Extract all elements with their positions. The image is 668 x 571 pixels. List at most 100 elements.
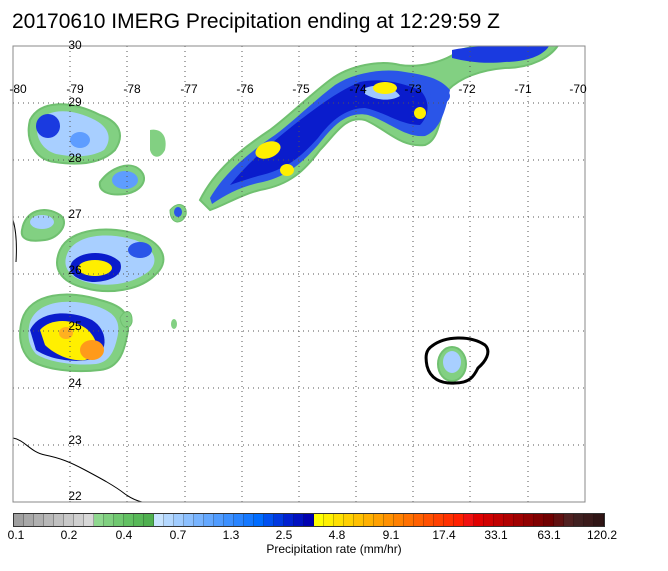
colorbar-segment [84,514,94,526]
colorbar-segment [214,514,224,526]
colorbar-segment [574,514,584,526]
coastline [13,219,143,502]
colorbar-segment [64,514,74,526]
colorbar-segment [44,514,54,526]
precipitation-field [19,46,559,382]
colorbar-segment [564,514,574,526]
colorbar-tick: 0.2 [60,528,78,542]
map-title: 20170610 IMERG Precipitation ending at 1… [12,10,500,33]
colorbar-segment [184,514,194,526]
colorbar-segment [494,514,504,526]
colorbar-tick: 1.3 [222,528,240,542]
colorbar-segment [114,514,124,526]
colorbar-segment [554,514,564,526]
lon-label: -70 [569,82,587,96]
map-frame [12,45,586,503]
colorbar-segment [534,514,544,526]
colorbar-segment [24,514,34,526]
lat-label: 30 [68,38,82,52]
lon-label: -73 [404,82,422,96]
colorbar-segment [224,514,234,526]
lon-label: -79 [66,82,84,96]
colorbar-segment [594,514,604,526]
colorbar-segment [384,514,394,526]
colorbar-tick: 0.7 [169,528,187,542]
colorbar-segment [374,514,384,526]
lat-label: 25 [68,319,82,333]
colorbar-segment [164,514,174,526]
lat-label: 24 [68,376,82,390]
colorbar-tick: 4.8 [328,528,346,542]
colorbar-segment [454,514,464,526]
colorbar-segment [34,514,44,526]
lon-label: -72 [458,82,476,96]
colorbar-segment [154,514,164,526]
colorbar-segment [524,514,534,526]
grid-lines [13,46,585,502]
lon-label: -75 [292,82,310,96]
colorbar-segment [344,514,354,526]
colorbar [13,513,605,527]
lon-label: -71 [514,82,532,96]
colorbar-segment [14,514,24,526]
lat-label: 26 [68,263,82,277]
colorbar-segment [284,514,294,526]
colorbar-segment [54,514,64,526]
colorbar-tick: 0.4 [115,528,133,542]
colorbar-segment [514,514,524,526]
colorbar-segment [334,514,344,526]
lon-label: -76 [236,82,254,96]
colorbar-segment [194,514,204,526]
lon-label: -78 [123,82,141,96]
colorbar-segment [444,514,454,526]
lat-label: 29 [68,95,82,109]
colorbar-segment [314,514,324,526]
colorbar-segment [544,514,554,526]
colorbar-tick: 33.1 [484,528,508,542]
colorbar-segment [94,514,104,526]
lon-label: -77 [180,82,198,96]
latitude-labels: 30 29 28 27 26 25 24 23 22 [68,38,82,503]
colorbar-segment [294,514,304,526]
colorbar-segment [424,514,434,526]
colorbar-segment [414,514,424,526]
colorbar-segment [474,514,484,526]
lat-label: 27 [68,207,82,221]
colorbar-segment [404,514,414,526]
lon-label: -74 [349,82,367,96]
lat-label: 22 [68,489,82,503]
colorbar-segment [204,514,214,526]
colorbar-segment [264,514,274,526]
colorbar-tick: 2.5 [275,528,293,542]
colorbar-segment [324,514,334,526]
colorbar-segment [504,514,514,526]
colorbar-segment [124,514,134,526]
colorbar-segment [274,514,284,526]
colorbar-segment [394,514,404,526]
longitude-labels: -80 -79 -78 -77 -76 -75 -74 -73 -72 -71 … [9,82,587,96]
colorbar-segment [134,514,144,526]
colorbar-tick: 17.4 [432,528,456,542]
colorbar-segment [234,514,244,526]
colorbar-segment [434,514,444,526]
colorbar-segment [484,514,494,526]
colorbar-segment [464,514,474,526]
lat-label: 23 [68,433,82,447]
colorbar-tick: 9.1 [382,528,400,542]
colorbar-segment [74,514,84,526]
lon-label: -80 [9,82,27,96]
colorbar-tick: 63.1 [537,528,561,542]
lat-label: 28 [68,151,82,165]
colorbar-tick: 0.1 [7,528,25,542]
colorbar-segment [244,514,254,526]
colorbar-segment [104,514,114,526]
storm-contour [424,336,490,385]
colorbar-segment [354,514,364,526]
colorbar-tick: 120.2 [586,528,618,542]
colorbar-segment [304,514,314,526]
colorbar-tick-labels: 0.1 0.2 0.4 0.7 1.3 2.5 4.8 9.1 17.4 33.… [0,528,668,544]
colorbar-segment [254,514,264,526]
colorbar-segment [584,514,594,526]
colorbar-title: Precipitation rate (mm/hr) [266,542,402,556]
